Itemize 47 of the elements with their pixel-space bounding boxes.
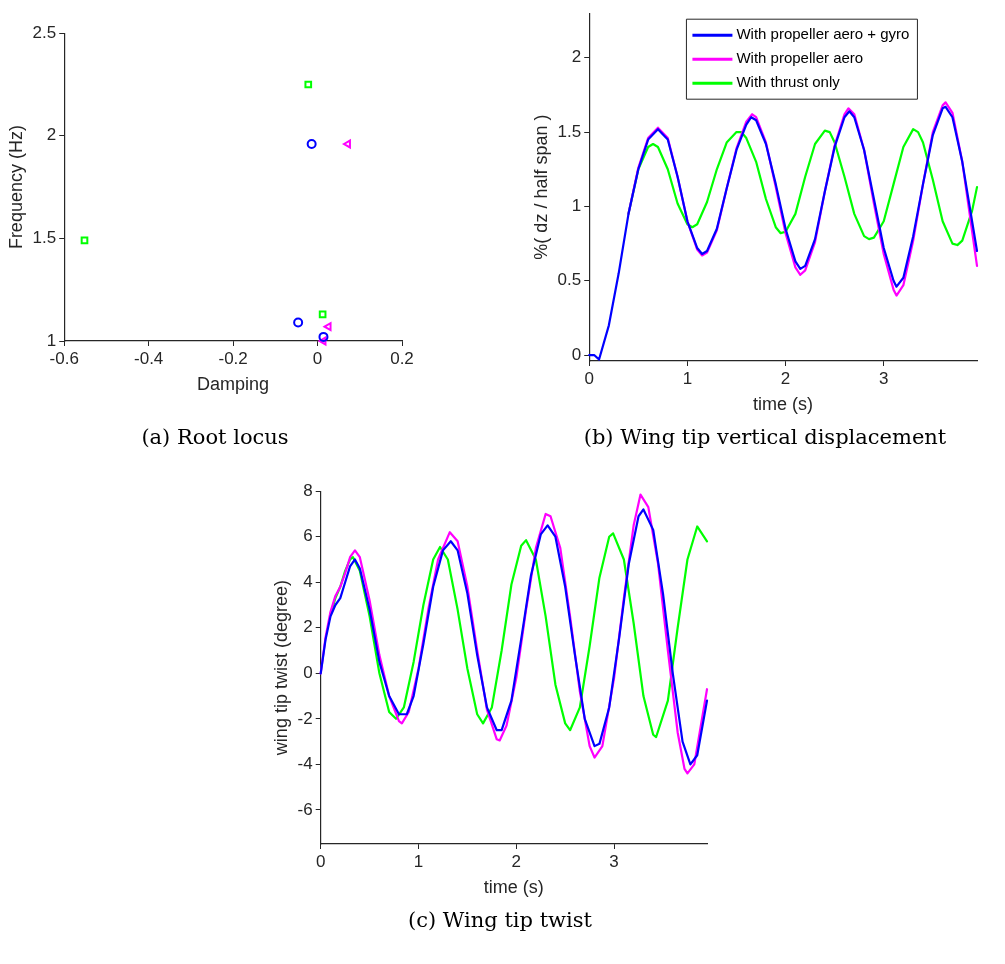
y-tick-label: 2 bbox=[46, 125, 57, 145]
y-tick-label: 4 bbox=[303, 571, 313, 591]
x-tick-label: 1 bbox=[682, 368, 693, 388]
y-tick-label: 6 bbox=[303, 526, 313, 546]
x-tick-label: -0.6 bbox=[49, 348, 79, 368]
point bbox=[342, 139, 351, 149]
x-axis-title: time (s) bbox=[483, 877, 544, 898]
text: (a) Root locus bbox=[140, 425, 290, 449]
x-axis-title: Damping bbox=[197, 374, 270, 395]
x-tick-label: 2 bbox=[511, 851, 522, 871]
x-tick-label: 0.2 bbox=[390, 348, 414, 368]
y-axis-title: %( dz / half span ) bbox=[530, 114, 551, 260]
text: (b) Wing tip vertical displacement bbox=[582, 425, 948, 449]
x-tick-label: 1 bbox=[413, 851, 424, 871]
legend-label: With propeller aero + gyro bbox=[736, 25, 910, 43]
x-axis-title: time (s) bbox=[753, 394, 814, 415]
y-tick-label: 0 bbox=[303, 662, 313, 682]
point bbox=[80, 236, 89, 245]
point bbox=[304, 80, 313, 89]
point bbox=[318, 310, 327, 319]
x-tick-label: 3 bbox=[609, 851, 619, 871]
y-tick-label: 2 bbox=[303, 617, 313, 637]
y-tick-label: -2 bbox=[297, 708, 313, 728]
y-tick-label: 8 bbox=[303, 480, 313, 500]
x-tick-label: -0.4 bbox=[134, 348, 164, 368]
point bbox=[293, 317, 304, 328]
point bbox=[318, 331, 329, 342]
y-axis-title: Frequency (Hz) bbox=[5, 125, 26, 250]
y-tick-label: 1.5 bbox=[557, 121, 582, 141]
y-axis-title: wing tip twist (degree) bbox=[270, 580, 291, 757]
y-tick-label: 1 bbox=[571, 196, 582, 216]
y-tick-label: 1.5 bbox=[32, 228, 57, 248]
point bbox=[323, 322, 332, 332]
x-tick-label: 2 bbox=[780, 368, 791, 388]
point bbox=[306, 139, 317, 150]
y-tick-label: 2 bbox=[571, 47, 582, 67]
point bbox=[318, 336, 327, 346]
y-tick-label: 1 bbox=[46, 330, 57, 350]
legend-label: With thrust only bbox=[736, 73, 841, 91]
legend-label: With propeller aero bbox=[736, 49, 864, 67]
y-tick-label: -6 bbox=[297, 799, 313, 819]
y-tick-label: 2.5 bbox=[32, 22, 57, 42]
x-tick-label: 3 bbox=[879, 368, 889, 388]
text: (c) Wing tip twist bbox=[407, 908, 593, 932]
x-tick-label: -0.2 bbox=[218, 348, 248, 368]
y-tick-label: 0.5 bbox=[557, 270, 582, 290]
y-tick-label: -4 bbox=[297, 754, 313, 774]
